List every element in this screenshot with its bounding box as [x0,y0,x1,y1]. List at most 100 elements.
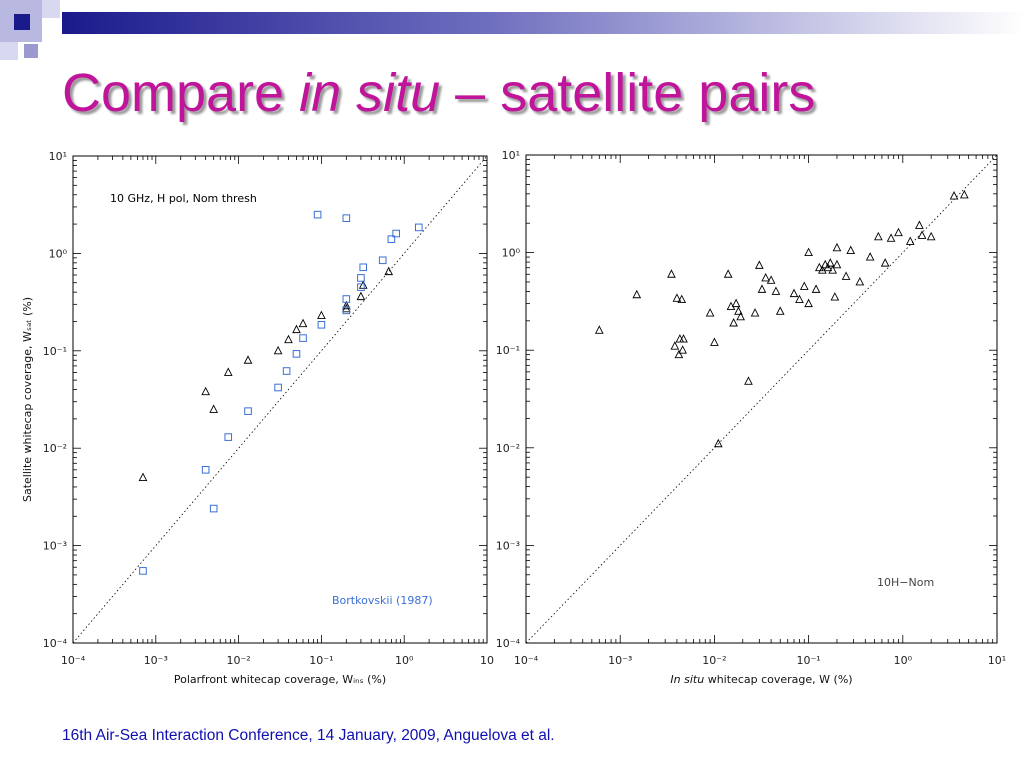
data-point-square [357,274,365,282]
data-point-triangle [832,242,842,252]
data-point-square [313,210,322,219]
data-point-square [342,295,351,303]
data-point-triangle [959,189,969,199]
x-tick-label: 10⁻¹ [796,654,820,667]
data-point-triangle [670,341,680,350]
chart-annotation: 10H−Nom [877,576,934,589]
data-point-triangle [223,367,233,376]
data-point-triangle [820,259,830,269]
y-tick-label: 10⁻³ [496,539,520,552]
data-point-triangle [823,262,833,272]
data-point-triangle [789,288,799,298]
header-gradient-bar [62,12,1024,34]
data-point-triangle [804,247,813,257]
data-point-triangle [814,262,824,272]
plot-frame [525,154,998,644]
data-point-triangle [358,280,368,289]
data-point-triangle [799,281,809,290]
data-point-triangle [841,271,851,280]
data-point-triangle [795,294,804,304]
data-point-square [282,367,291,375]
y-tick-label: 10⁻⁴ [43,637,68,650]
data-point-triangle [679,334,688,343]
one-to-one-line [525,154,998,644]
data-point-square [414,223,423,232]
series-label-bortkovskii: Bortkovskii (1987) [332,594,433,607]
data-point-triangle [298,318,308,328]
data-point-triangle [874,231,883,241]
data-point-triangle [832,259,842,269]
data-point-triangle [755,260,764,269]
data-point-triangle [804,298,813,308]
data-point-square [299,334,307,342]
data-point-triangle [894,227,903,237]
data-point-triangle [726,301,736,311]
data-point-triangle [632,289,642,299]
data-point-square [359,263,368,272]
data-point-triangle [341,303,351,313]
x-tick-label: 10⁻⁴ [514,654,539,667]
y-tick-label: 10¹ [49,150,67,163]
x-tick-label: 10 [480,654,494,667]
data-point-triangle [905,236,915,245]
data-point-square [387,235,396,243]
data-point-triangle [273,345,283,355]
data-point-triangle [284,334,293,344]
data-point-triangle [705,308,715,317]
data-point-triangle [830,292,840,301]
data-point-square [244,407,252,415]
data-point-triangle [674,349,684,359]
data-point-triangle [886,233,896,242]
y-tick-label: 10⁻³ [43,540,67,553]
data-point-triangle [917,230,927,239]
data-point-triangle [209,404,219,413]
data-point-triangle [201,386,210,396]
data-point-square [342,214,351,222]
data-point-triangle [138,472,148,481]
data-point-triangle [880,258,890,267]
data-point-triangle [341,300,351,310]
x-tick-label: 10⁻¹ [309,654,333,667]
data-point-triangle [667,269,676,278]
data-point-triangle [734,306,743,315]
x-tick-label: 10⁻² [226,654,250,667]
data-point-triangle [750,308,760,317]
y-tick-label: 10⁰ [49,247,68,260]
data-point-triangle [744,376,753,385]
data-point-triangle [926,231,936,241]
y-tick-label: 10⁻⁴ [496,637,521,650]
data-point-triangle [678,345,687,354]
data-point-triangle [672,293,682,302]
x-tick-label: 10⁻³ [608,654,632,667]
data-point-triangle [292,324,301,334]
y-tick-label: 10⁻² [43,442,67,455]
data-point-triangle [710,337,719,346]
data-point-triangle [723,269,733,278]
y-axis-label: Satellite whitecap coverage, Wₛₐₜ (%) [21,297,34,502]
x-axis-label: Polarfront whitecap coverage, Wᵢₙₛ (%) [174,673,386,686]
scatter-chart-right: 10⁻⁴ 10⁻³ 10⁻² 10⁻¹ 10⁰ 10¹ 10⁻⁴ 10⁻³ 10⁻² 10⁻¹ 10… [496,149,1006,686]
data-point-square [139,567,147,575]
footer-citation: 16th Air-Sea Interaction Conference, 14 … [62,727,555,744]
x-tick-label: 10⁰ [894,654,913,667]
x-tick-label: 10⁻² [702,654,726,667]
y-tick-label: 10⁻² [496,442,520,455]
data-point-triangle [865,252,875,261]
x-tick-label: 10⁻⁴ [61,654,86,667]
y-tick-label: 10⁻¹ [43,345,67,358]
data-point-triangle [846,245,856,254]
data-point-triangle [915,220,924,229]
one-to-one-line [72,155,488,644]
data-point-square [378,256,387,265]
data-point-triangle [757,284,767,293]
data-point-triangle [761,272,770,282]
data-point-square [224,433,233,441]
y-tick-label: 10¹ [502,149,520,162]
x-tick-label: 10¹ [988,654,1006,667]
data-point-triangle [713,438,723,448]
data-point-triangle [317,310,326,320]
data-point-square [342,306,351,315]
data-point-triangle [243,355,253,364]
data-point-triangle [736,311,745,321]
